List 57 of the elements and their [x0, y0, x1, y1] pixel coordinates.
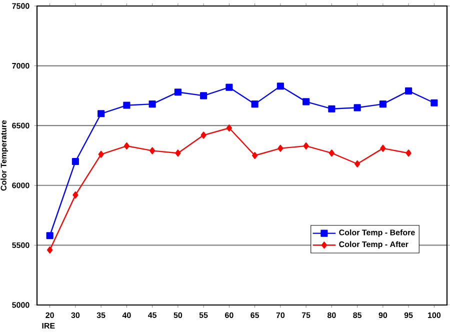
- point: [406, 150, 412, 157]
- x-tick-label: 35: [96, 312, 106, 318]
- point: [175, 150, 181, 157]
- x-tick-label: 95: [404, 312, 413, 318]
- point: [226, 84, 233, 91]
- y-axis-title: Color Temperature: [0, 120, 8, 191]
- y-tick-label: 5000: [12, 302, 30, 308]
- point: [302, 98, 310, 106]
- y-tick-label: 7000: [12, 62, 30, 69]
- point: [252, 152, 258, 160]
- point: [430, 99, 438, 106]
- point: [278, 144, 284, 152]
- x-tick-label: 60: [225, 312, 234, 318]
- x-tick-label: 85: [353, 312, 362, 318]
- legend-label: Color Temp - Before: [339, 229, 415, 237]
- point: [226, 124, 232, 132]
- point: [251, 100, 258, 108]
- x-tick-label: 65: [250, 312, 260, 318]
- y-tick-label: 6500: [12, 122, 30, 128]
- point: [98, 110, 105, 118]
- point: [200, 132, 206, 139]
- x-tick-label: 70: [276, 312, 285, 318]
- y-tick-label: 6000: [12, 182, 30, 188]
- point: [354, 104, 361, 112]
- point: [124, 142, 130, 150]
- point: [276, 82, 284, 90]
- point: [98, 150, 104, 158]
- x-tick-label: 90: [378, 312, 388, 318]
- point: [72, 191, 78, 198]
- x-axis-title: IRE: [42, 323, 55, 329]
- point: [46, 232, 54, 240]
- point: [72, 158, 79, 166]
- legend-label: Color Temp - After: [339, 241, 408, 249]
- x-tick-label: 50: [174, 312, 182, 318]
- x-tick-label: 45: [148, 312, 157, 318]
- point: [148, 100, 156, 108]
- point: [47, 246, 53, 254]
- point: [379, 100, 386, 108]
- x-tick-label: 80: [327, 312, 336, 318]
- x-tick-label: 20: [46, 312, 54, 318]
- y-tick-label: 7500: [12, 3, 30, 9]
- point: [200, 92, 208, 100]
- point: [328, 105, 336, 112]
- point: [150, 147, 156, 154]
- point: [380, 144, 386, 152]
- x-tick-label: 100: [428, 312, 441, 318]
- x-tick-label: 55: [199, 312, 208, 318]
- point: [354, 160, 360, 168]
- x-tick-label: 30: [71, 312, 80, 318]
- point: [328, 150, 334, 157]
- point: [174, 88, 182, 96]
- point: [303, 142, 309, 150]
- y-tick-label: 5500: [12, 242, 30, 248]
- x-tick-label: 75: [302, 312, 310, 318]
- x-tick-label: 40: [122, 312, 131, 318]
- point: [123, 102, 130, 109]
- point: [405, 87, 412, 94]
